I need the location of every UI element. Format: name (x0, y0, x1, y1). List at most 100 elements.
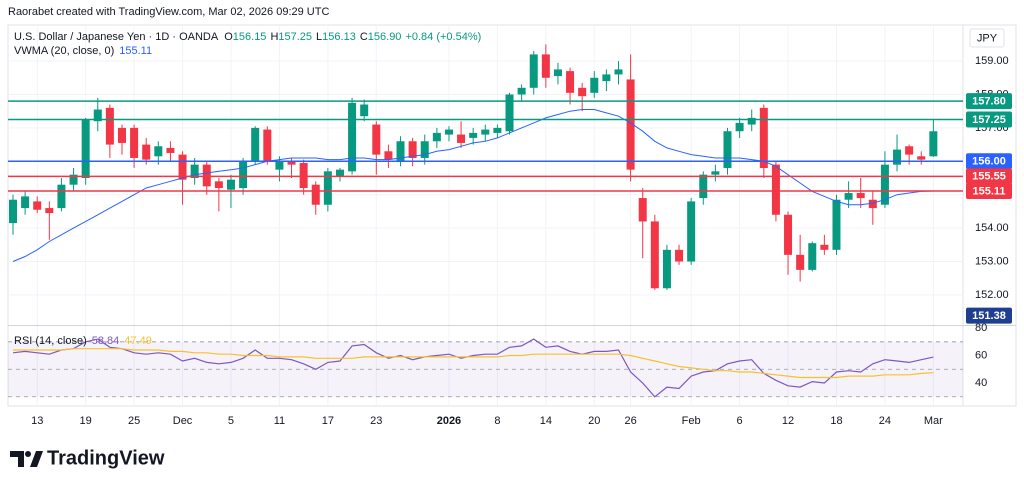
x-tick-label: 13 (31, 415, 43, 427)
candle-body (396, 141, 405, 162)
x-tick-label: 18 (830, 415, 842, 427)
indicator-value: 155.11 (119, 45, 152, 57)
candle-body (166, 147, 175, 153)
currency: JPY (977, 32, 998, 44)
candle-body (614, 69, 623, 75)
price-label: 157.25 (972, 114, 1006, 126)
ohlc-value: 156.13 (322, 31, 356, 43)
candle-body (444, 129, 453, 135)
candle-body (117, 127, 126, 143)
x-tick-label: 12 (782, 415, 794, 427)
indicator-name: VWMA (20, close, 0) (14, 45, 114, 57)
price-label-box (966, 183, 1012, 200)
candle-body (796, 254, 805, 270)
price-label-box (966, 153, 1012, 170)
candle-body (675, 249, 684, 262)
candle-body (856, 193, 865, 199)
candle-body (868, 199, 877, 209)
candle-body (384, 151, 393, 160)
logo-icon (10, 451, 43, 467)
price-label: 155.11 (972, 185, 1005, 197)
y-tick-label: 153.00 (975, 255, 1009, 267)
x-tick-label: 8 (494, 415, 500, 427)
candle-body (929, 131, 938, 157)
candle-body (154, 146, 163, 157)
candle-body (541, 54, 550, 78)
y-tick-label: 80 (975, 322, 987, 334)
candle-body (287, 161, 296, 165)
marker-label: 151.38 (972, 310, 1006, 322)
candle-body (602, 74, 611, 82)
ohlc-key: O (224, 31, 233, 43)
x-tick-label: 24 (879, 415, 891, 427)
rsi-value: 47.49 (124, 335, 152, 347)
candle-body (469, 132, 478, 138)
candle-body (33, 201, 42, 210)
price-label: 157.80 (972, 96, 1006, 108)
candle-body (214, 181, 223, 189)
marker-label-box (966, 307, 1012, 324)
x-tick-label: 11 (274, 415, 285, 427)
x-tick-label: 17 (322, 415, 334, 427)
vwma-line (12, 109, 934, 262)
candle-body (57, 184, 66, 209)
candle-body (687, 201, 696, 262)
candle-body (408, 141, 417, 158)
candle-body (372, 124, 381, 155)
x-tick-label: 14 (540, 415, 552, 427)
candle-body (21, 196, 30, 209)
ohlc-value: 157.25 (278, 31, 312, 43)
candle-body (566, 71, 575, 93)
candle-body (69, 174, 78, 185)
candle-body (323, 171, 332, 205)
x-tick-label: 23 (370, 415, 382, 427)
candle-body (420, 141, 429, 158)
candle-body (808, 243, 817, 270)
y-tick-label: 152.00 (975, 289, 1009, 301)
candle-body (142, 144, 151, 160)
candle-body (529, 54, 538, 88)
y-tick-label: 40 (975, 377, 987, 389)
candle-body (311, 184, 320, 205)
chart-frame (7, 24, 1017, 407)
candle-body (735, 122, 744, 132)
price-label-box (966, 93, 1012, 110)
candle-body (553, 69, 562, 77)
chart-title: U.S. Dollar / Japanese Yen · 1D · OANDA (14, 31, 219, 43)
change: +0.84 (+0.54%) (405, 31, 481, 43)
credit: Raorabet created with TradingView.com, M… (8, 6, 329, 18)
candle-body (832, 199, 841, 250)
candle-body (505, 94, 514, 132)
candle-body (105, 107, 114, 145)
candle-body (432, 132, 441, 142)
y-tick-label: 154.00 (975, 222, 1009, 234)
candle-body (202, 164, 211, 187)
x-tick-label: Dec (173, 415, 193, 427)
x-tick-label: 20 (588, 415, 600, 427)
candle-body (905, 146, 914, 155)
candle-body (226, 179, 235, 190)
candle-body (578, 87, 587, 97)
y-tick-label: 159.00 (975, 55, 1009, 67)
candle-body (711, 171, 720, 175)
candle-body (360, 104, 369, 117)
candle-body (45, 208, 54, 214)
candle-body (662, 249, 671, 289)
x-tick-label: 26 (624, 415, 636, 427)
candle-body (93, 109, 102, 122)
price-label: 155.55 (972, 171, 1006, 183)
price-label-box (966, 168, 1012, 185)
candle-body (893, 149, 902, 165)
ohlc-value: 156.90 (368, 31, 402, 43)
x-tick-label: Mar (924, 415, 943, 427)
candle-body (759, 107, 768, 168)
candle-body (917, 156, 926, 160)
x-tick-label: 6 (737, 415, 743, 427)
currency-box (969, 28, 1005, 48)
ohlc-key: C (360, 31, 368, 43)
candle-body (771, 164, 780, 215)
x-tick-label: 2026 (437, 415, 461, 427)
candle-body (275, 161, 284, 170)
